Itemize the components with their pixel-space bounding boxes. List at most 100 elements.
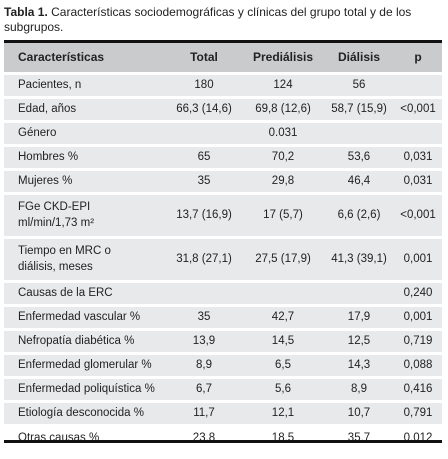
cell-dialisis: 17,9 bbox=[347, 311, 371, 323]
cell-p: 0,088 bbox=[403, 359, 433, 371]
table-row: Mujeres % 35 29,8 46,4 0,031 bbox=[4, 169, 442, 193]
cell-p: <0,001 bbox=[400, 209, 436, 221]
caption-text: Características sociodemográficas y clín… bbox=[4, 5, 412, 34]
cell-total: 35 bbox=[197, 175, 211, 187]
cell-predialisis: 6,5 bbox=[275, 359, 291, 371]
data-table: Características Total Prediálisis Diális… bbox=[4, 43, 442, 449]
cell-dialisis: 41,3 (39,1) bbox=[331, 253, 387, 265]
cell-predialisis: 17 (5,7) bbox=[263, 209, 303, 221]
table-caption: Tabla 1. Características sociodemográfic… bbox=[4, 5, 440, 35]
table-row: Pacientes, n 180 124 56 bbox=[4, 73, 442, 97]
cell-predialisis: 69,8 (12,6) bbox=[255, 103, 311, 115]
cell-total: 13,9 bbox=[192, 335, 216, 347]
cell-total: 11,7 bbox=[193, 407, 215, 419]
row-label-line-1: FGe CKD-EPI bbox=[18, 201, 91, 213]
row-label: Etiología desconocida % bbox=[18, 407, 144, 419]
cell-p: <0,001 bbox=[400, 103, 436, 115]
cell-total: 180 bbox=[194, 79, 214, 91]
cell-p: 0,001 bbox=[403, 253, 433, 265]
cell-p: 0,719 bbox=[403, 335, 433, 347]
cell-total: 23,8 bbox=[192, 431, 216, 444]
cell-total: 13,7 (16,9) bbox=[176, 209, 232, 221]
row-label: Mujeres % bbox=[18, 175, 73, 187]
bottom-rule bbox=[4, 440, 442, 443]
cell-dialisis: 46,4 bbox=[347, 175, 371, 187]
cell-predialisis: 12,1 bbox=[271, 407, 295, 419]
cell-dialisis: 35,7 bbox=[347, 431, 371, 444]
cell-dialisis: 14,3 bbox=[347, 359, 371, 371]
row-label: Tiempo en MRC o diálisis, meses bbox=[4, 237, 166, 281]
row-label: Enfermedad vascular % bbox=[18, 311, 141, 323]
cell-p bbox=[394, 73, 442, 97]
table-row: Otras causas % 23,8 18,5 35,7 0,012 bbox=[4, 425, 442, 449]
table-row: Género 0.031 bbox=[4, 121, 442, 145]
cell-p bbox=[394, 121, 442, 145]
row-label-line-2: diálisis, meses bbox=[18, 261, 93, 273]
cell-predialisis: 5,6 bbox=[275, 383, 291, 395]
cell-total: 35 bbox=[197, 311, 211, 323]
row-label: FGe CKD-EPI ml/min/1,73 m² bbox=[4, 193, 166, 237]
table-row: Causas de la ERC 0,240 bbox=[4, 281, 442, 305]
row-label: Pacientes, n bbox=[18, 79, 82, 91]
row-label-line-2: ml/min/1,73 m² bbox=[18, 217, 95, 229]
table-row: Enfermedad poliquística % 6,7 5,6 8,9 0,… bbox=[4, 377, 442, 401]
row-label: Nefropatía diabética % bbox=[18, 335, 135, 347]
header-caracteristicas: Características bbox=[18, 50, 105, 65]
cell-total: 6,7 bbox=[196, 383, 212, 395]
cell-predialisis: 14,5 bbox=[271, 335, 295, 347]
cell-total: 65 bbox=[197, 151, 211, 163]
caption-label: Tabla 1. bbox=[4, 5, 48, 19]
table-row: FGe CKD-EPI ml/min/1,73 m² 13,7 (16,9) 1… bbox=[4, 193, 442, 237]
cell-predialisis: 124 bbox=[273, 79, 293, 91]
cell-predialisis bbox=[242, 281, 324, 305]
cell-predialisis: 29,8 bbox=[271, 175, 295, 187]
cell-predialisis: 0.031 bbox=[268, 127, 298, 139]
row-label: Causas de la ERC bbox=[18, 287, 113, 299]
cell-dialisis: 8,9 bbox=[351, 383, 367, 395]
row-label: Género bbox=[18, 127, 57, 139]
cell-dialisis: 56 bbox=[352, 79, 366, 91]
cell-predialisis: 18,5 bbox=[271, 431, 295, 444]
row-label: Otras causas % bbox=[18, 431, 100, 444]
row-label: Hombres % bbox=[18, 151, 79, 163]
cell-dialisis bbox=[324, 281, 394, 305]
cell-predialisis: 70,2 bbox=[271, 151, 295, 163]
table-row: Enfermedad vascular % 35 42,7 17,9 0,001 bbox=[4, 305, 442, 329]
table-row: Enfermedad glomerular % 8,9 6,5 14,3 0,0… bbox=[4, 353, 442, 377]
cell-p: 0,791 bbox=[403, 407, 433, 419]
cell-p: 0,001 bbox=[403, 311, 433, 323]
header-dialisis: Diálisis bbox=[337, 50, 381, 65]
table-row: Etiología desconocida % 11,7 12,1 10,7 0… bbox=[4, 401, 442, 425]
cell-dialisis: 12,5 bbox=[347, 335, 371, 347]
top-rule bbox=[4, 40, 442, 43]
cell-total bbox=[166, 281, 242, 305]
cell-total: 8,9 bbox=[196, 359, 212, 371]
row-label-line-1: Tiempo en MRC o bbox=[18, 245, 111, 257]
cell-dialisis: 53,6 bbox=[347, 151, 371, 163]
row-label: Edad, años bbox=[18, 103, 77, 115]
row-label: Enfermedad glomerular % bbox=[18, 359, 152, 371]
header-predialisis: Prediálisis bbox=[252, 50, 314, 65]
header-total: Total bbox=[190, 50, 218, 65]
cell-predialisis: 42,7 bbox=[271, 311, 295, 323]
table-row: Edad, años 66,3 (14,6) 69,8 (12,6) 58,7 … bbox=[4, 97, 442, 121]
cell-p: 0,031 bbox=[403, 175, 433, 187]
cell-total: 66,3 (14,6) bbox=[176, 103, 232, 115]
header-row: Características Total Prediálisis Diális… bbox=[4, 43, 442, 73]
cell-p: 0,240 bbox=[403, 287, 433, 299]
cell-dialisis bbox=[324, 121, 394, 145]
cell-total: 31,8 (27,1) bbox=[176, 253, 232, 265]
cell-p: 0,012 bbox=[403, 431, 433, 444]
cell-p: 0,031 bbox=[403, 151, 433, 163]
cell-total bbox=[166, 121, 242, 145]
cell-dialisis: 58,7 (15,9) bbox=[331, 103, 387, 115]
cell-p: 0,416 bbox=[403, 383, 433, 395]
cell-dialisis: 6,6 (2,6) bbox=[337, 209, 381, 221]
row-label: Enfermedad poliquística % bbox=[18, 383, 155, 395]
cell-dialisis: 10,7 bbox=[347, 407, 371, 419]
table-row: Hombres % 65 70,2 53,6 0,031 bbox=[4, 145, 442, 169]
table-row: Nefropatía diabética % 13,9 14,5 12,5 0,… bbox=[4, 329, 442, 353]
header-p: p bbox=[414, 50, 422, 65]
table-row: Tiempo en MRC o diálisis, meses 31,8 (27… bbox=[4, 237, 442, 281]
